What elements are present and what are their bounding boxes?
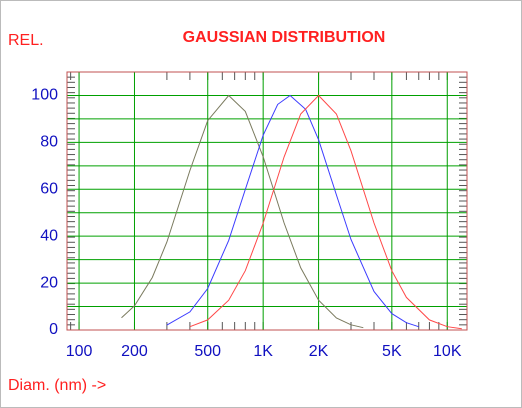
x-tick-label: 500 xyxy=(194,343,221,360)
x-axis-label: Diam. (nm) -> xyxy=(8,377,106,394)
y-tick-label: 60 xyxy=(40,180,58,197)
y-tick-label: 20 xyxy=(40,274,58,291)
chart-title: GAUSSIAN DISTRIBUTION xyxy=(183,29,386,46)
y-tick-label: 100 xyxy=(31,87,58,104)
x-tick-label: 100 xyxy=(66,343,93,360)
x-tick-label: 200 xyxy=(121,343,148,360)
y-tick-label: 40 xyxy=(40,227,58,244)
y-tick-label: 80 xyxy=(40,134,58,151)
series-line xyxy=(121,94,364,329)
x-tick-label: 1K xyxy=(253,343,273,360)
x-tick-label: 2K xyxy=(309,343,329,360)
x-tick-label: 10K xyxy=(433,343,462,360)
y-tick-label: 0 xyxy=(49,321,58,338)
x-tick-label: 5K xyxy=(382,343,402,360)
series-line xyxy=(189,94,462,330)
y-axis-label: REL. xyxy=(8,32,44,49)
plot-frame xyxy=(66,71,468,331)
series-line xyxy=(166,94,419,328)
